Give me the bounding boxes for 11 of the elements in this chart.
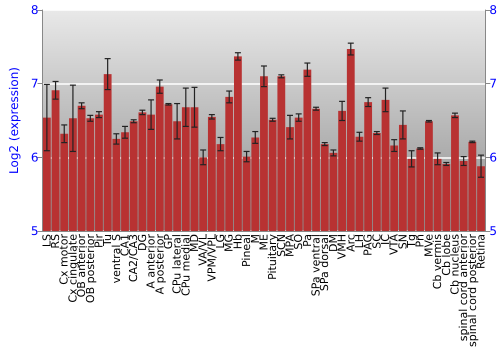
y-tick-label: 8 bbox=[30, 3, 39, 17]
y-tick-label: 7 bbox=[30, 76, 39, 91]
x-tick-label: Retina bbox=[474, 234, 488, 270]
y2-tick-label: 6 bbox=[489, 150, 498, 164]
y-axis-title: Log2 (expression) bbox=[7, 67, 21, 174]
x-tick-label: Pituitary bbox=[266, 234, 280, 280]
y2-tick-label: 8 bbox=[489, 3, 498, 17]
y2-tick-label: 5 bbox=[489, 224, 498, 238]
y-tick-label: 6 bbox=[30, 150, 39, 164]
y-tick-label: 5 bbox=[30, 224, 39, 238]
y2-tick-label: 7 bbox=[489, 76, 498, 91]
